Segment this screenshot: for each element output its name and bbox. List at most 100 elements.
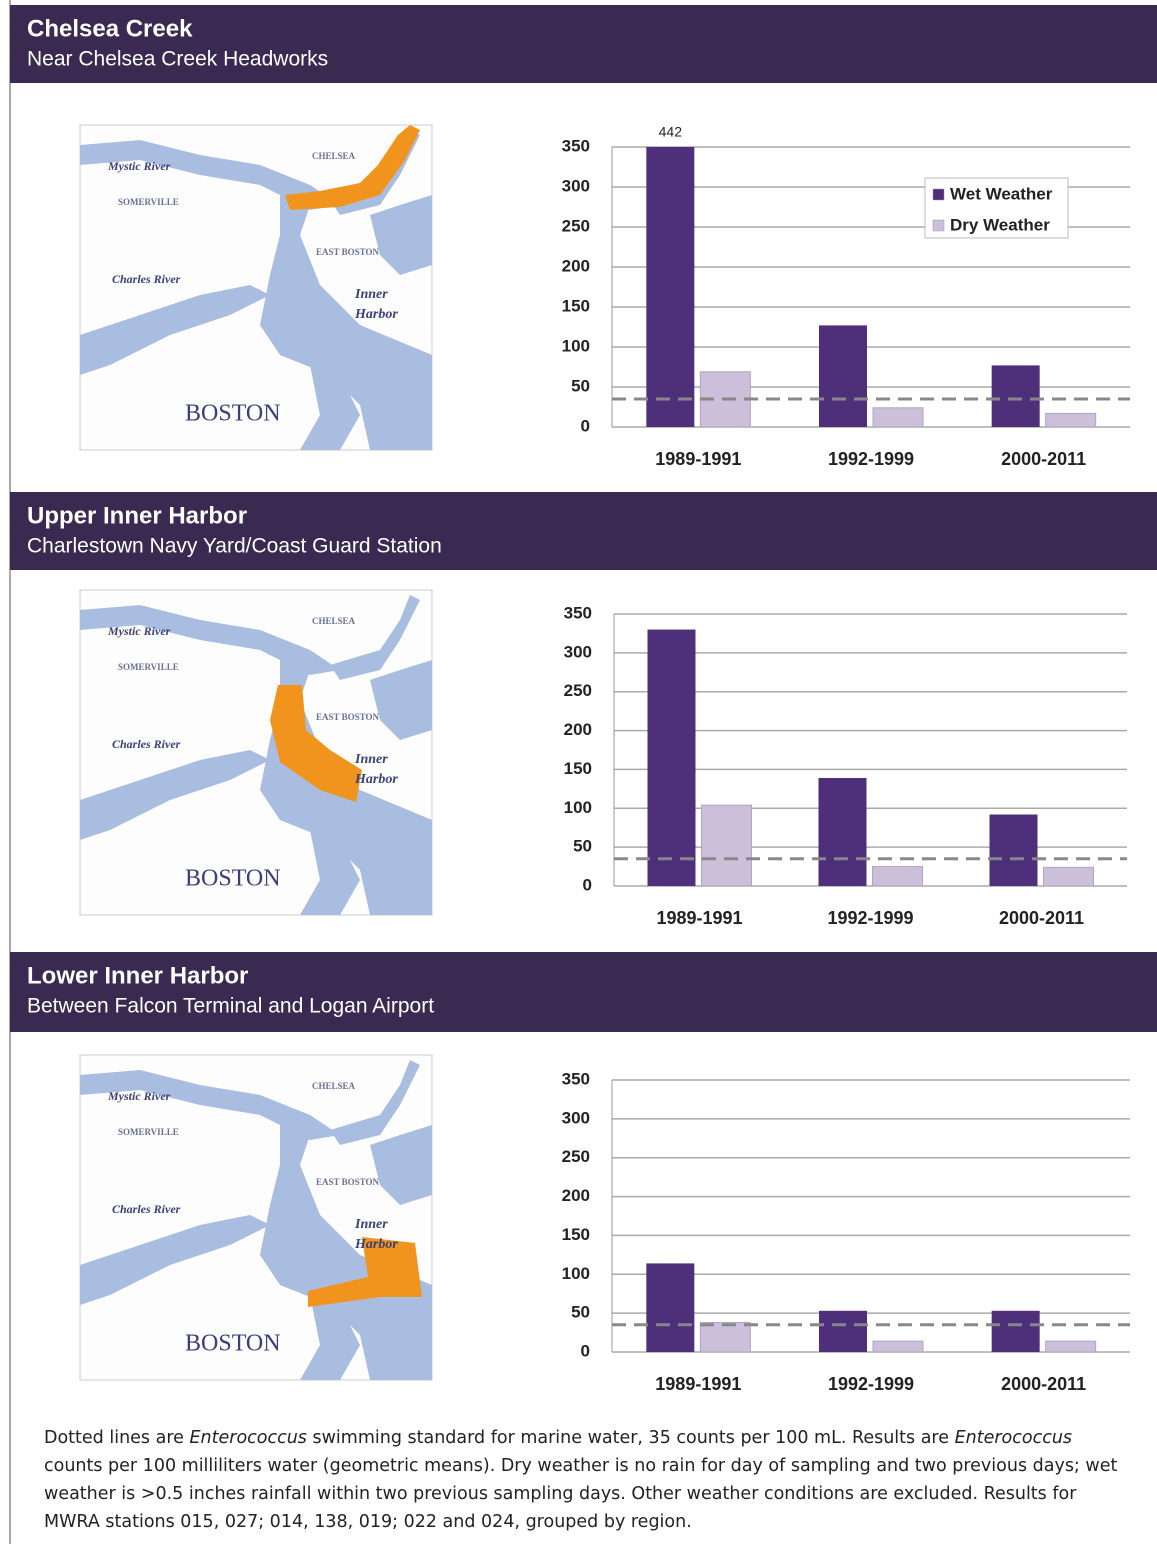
x-tick-label: 1992-1999 [827, 908, 913, 928]
map-label: Inner [354, 1217, 388, 1232]
bar [991, 365, 1040, 427]
map-label: Inner [354, 752, 388, 767]
bar [818, 777, 867, 886]
legend-box [924, 177, 1069, 239]
map-label: Mystic River [107, 159, 171, 173]
x-tick-label: 2000-2011 [999, 908, 1084, 928]
map-label: SOMERVILLE [118, 662, 179, 672]
water [370, 195, 432, 275]
footnote-text: Dotted lines are [44, 1428, 190, 1448]
water [80, 285, 270, 375]
section-title: Upper Inner Harbor [27, 502, 247, 529]
water [260, 1125, 432, 1380]
y-tick-label: 200 [562, 1186, 590, 1205]
map-label: SOMERVILLE [118, 1127, 179, 1137]
y-tick-label: 50 [571, 1303, 590, 1322]
y-tick-label: 250 [564, 681, 592, 700]
map-label: Charles River [112, 737, 181, 751]
x-tick-label: 2000-2011 [1001, 449, 1086, 469]
y-tick-label: 300 [564, 642, 592, 661]
y-tick-label: 350 [562, 1069, 590, 1088]
highlight-region [308, 1237, 422, 1307]
water [380, 1335, 432, 1380]
map-label: Harbor [354, 307, 398, 322]
section-subtitle: Between Falcon Terminal and Logan Airpor… [27, 995, 434, 1018]
highlight-region [270, 685, 362, 802]
x-tick-label: 1992-1999 [828, 449, 914, 469]
y-tick-label: 300 [562, 1108, 590, 1127]
x-tick-label: 1989-1991 [655, 1374, 741, 1394]
map-label: BOSTON [185, 866, 281, 892]
y-tick-label: 0 [583, 875, 592, 894]
section-header [10, 952, 1157, 1032]
bar [1043, 866, 1094, 886]
y-tick-label: 200 [564, 720, 592, 739]
map-label: Charles River [112, 1202, 181, 1216]
y-tick-label: 0 [581, 416, 590, 435]
bar [646, 147, 695, 427]
water [330, 1060, 420, 1145]
section-title: Lower Inner Harbor [27, 962, 248, 989]
y-tick-label: 250 [562, 216, 590, 235]
water [300, 830, 360, 915]
water [380, 870, 432, 915]
data-label: 442 [659, 124, 683, 140]
map-label: Harbor [354, 772, 398, 787]
x-tick-label: 1989-1991 [655, 449, 741, 469]
map-label: Mystic River [107, 624, 171, 638]
bar [872, 1340, 924, 1352]
footnote-text: Enterococcus [189, 1428, 307, 1448]
water [300, 365, 360, 450]
water [380, 405, 432, 450]
bar [872, 866, 923, 886]
legend-swatch [932, 188, 945, 201]
map-label: CHELSEA [312, 616, 356, 626]
y-tick-label: 350 [564, 603, 592, 622]
map-label: BOSTON [185, 1331, 281, 1357]
water [80, 750, 270, 840]
y-tick-label: 100 [564, 798, 592, 817]
bar [646, 1263, 695, 1352]
y-tick-label: 150 [564, 759, 592, 778]
y-tick-label: 0 [581, 1341, 590, 1360]
bar [699, 1321, 751, 1352]
section-subtitle: Charlestown Navy Yard/Coast Guard Statio… [27, 535, 442, 558]
footnote: Dotted lines are Enterococcus swimming s… [44, 1424, 1134, 1536]
bar [819, 325, 867, 427]
map-label: SOMERVILLE [118, 197, 179, 207]
x-tick-label: 1989-1991 [656, 908, 742, 928]
footnote-text: counts per 100 milliliters water (geomet… [44, 1456, 1118, 1532]
map-label: CHELSEA [312, 151, 356, 161]
map: Mystic River CHELSEA SOMERVILLE EAST BOSTON… [79, 124, 433, 451]
section-header [10, 492, 1157, 570]
x-tick-label: 2000-2011 [1001, 1374, 1086, 1394]
map-label: BOSTON [185, 401, 281, 427]
legend-label: Wet Weather [950, 184, 1053, 203]
bar [989, 814, 1038, 886]
map-label: Inner [354, 287, 388, 302]
water [370, 1125, 432, 1205]
map-label: EAST BOSTON [316, 712, 379, 722]
y-tick-label: 150 [562, 296, 590, 315]
bar [819, 1310, 867, 1352]
map-label: EAST BOSTON [316, 247, 379, 257]
bar [647, 629, 696, 886]
water [80, 1215, 270, 1305]
bar [872, 407, 924, 427]
bar [701, 804, 752, 886]
section-header [10, 5, 1157, 83]
footnote-text: swimming standard for marine water, 35 c… [306, 1428, 955, 1448]
x-tick-label: 1992-1999 [828, 1374, 914, 1394]
legend-label: Dry Weather [950, 215, 1050, 234]
water [330, 595, 420, 680]
map: Mystic River CHELSEA SOMERVILLE EAST BOSTON… [79, 589, 433, 916]
section-title: Chelsea Creek [27, 15, 193, 42]
y-tick-label: 350 [562, 136, 590, 155]
water [260, 195, 432, 450]
map-label: Charles River [112, 272, 181, 286]
map-label: CHELSEA [312, 1081, 356, 1091]
highlight-region [285, 125, 420, 210]
map-label: EAST BOSTON [316, 1177, 379, 1187]
